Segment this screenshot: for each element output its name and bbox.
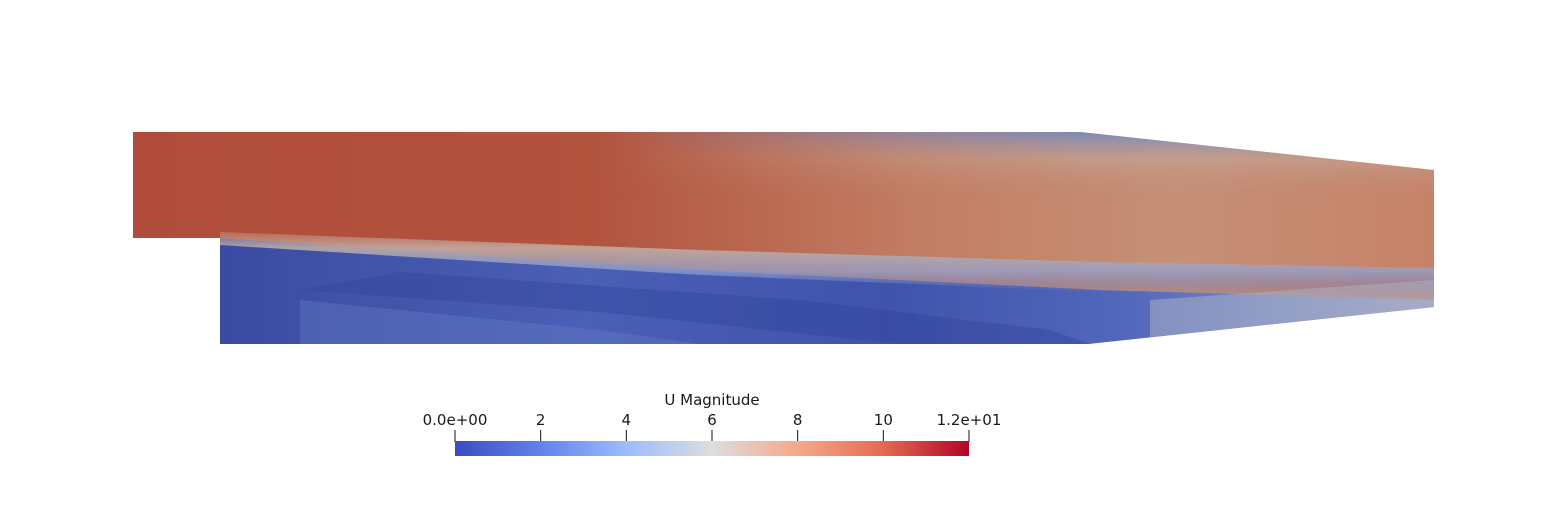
legend-tick-label: 6 <box>707 411 717 429</box>
color-legend: U Magnitude 0.0e+00 2 4 6 8 10 1.2e+01 <box>423 391 1002 456</box>
legend-tick-label: 8 <box>793 411 803 429</box>
velocity-field <box>133 132 1434 344</box>
legend-title: U Magnitude <box>664 391 759 409</box>
legend-tick-label: 2 <box>536 411 546 429</box>
legend-ticks: 0.0e+00 2 4 6 8 10 1.2e+01 <box>423 411 1002 442</box>
legend-tick-label: 10 <box>874 411 893 429</box>
legend-tick-label: 1.2e+01 <box>937 411 1002 429</box>
legend-tick-label: 4 <box>622 411 632 429</box>
colorbar <box>455 441 969 456</box>
legend-tick-label: 0.0e+00 <box>423 411 488 429</box>
